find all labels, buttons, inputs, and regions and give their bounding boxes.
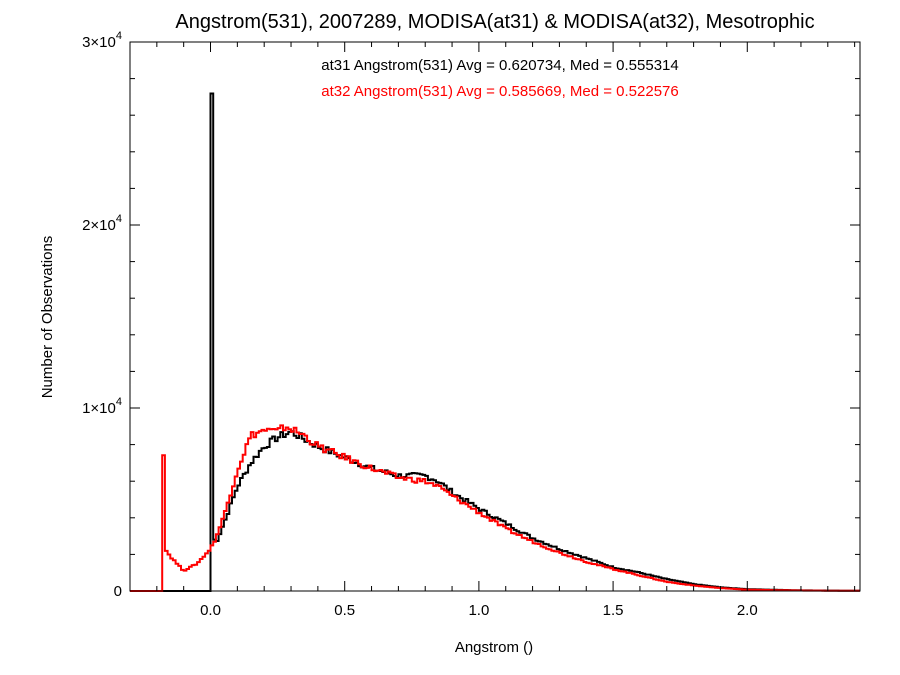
x-axis-label: Angstrom () — [455, 639, 533, 656]
plot-frame — [129, 41, 861, 592]
y-tick-label: 3×104 — [82, 30, 122, 51]
y-tick-label: 1×104 — [82, 396, 122, 417]
chart-title: Angstrom(531), 2007289, MODISA(at31) & M… — [175, 11, 814, 33]
legend-entry-at32: at32 Angstrom(531) Avg = 0.585669, Med =… — [321, 83, 679, 100]
series-line-at31 — [130, 92, 860, 592]
x-tick-label: 1.0 — [468, 602, 489, 619]
x-tick-label: 0.5 — [334, 602, 355, 619]
x-tick-label: 0.0 — [200, 602, 221, 619]
series-line-at32 — [130, 424, 860, 592]
x-axis: 0.0 0.5 1.0 1.5 2.0 — [156, 42, 856, 619]
y-tick-label: 2×104 — [82, 213, 122, 234]
y-tick-label: 0 — [114, 583, 122, 600]
x-tick-label: 1.5 — [603, 602, 624, 619]
x-tick-label: 2.0 — [737, 602, 758, 619]
series-layer — [130, 92, 860, 592]
y-axis: 0 1×104 2×104 3×104 — [82, 30, 860, 600]
legend-entry-at31: at31 Angstrom(531) Avg = 0.620734, Med =… — [321, 57, 679, 74]
y-axis-label: Number of Observations — [39, 236, 56, 399]
